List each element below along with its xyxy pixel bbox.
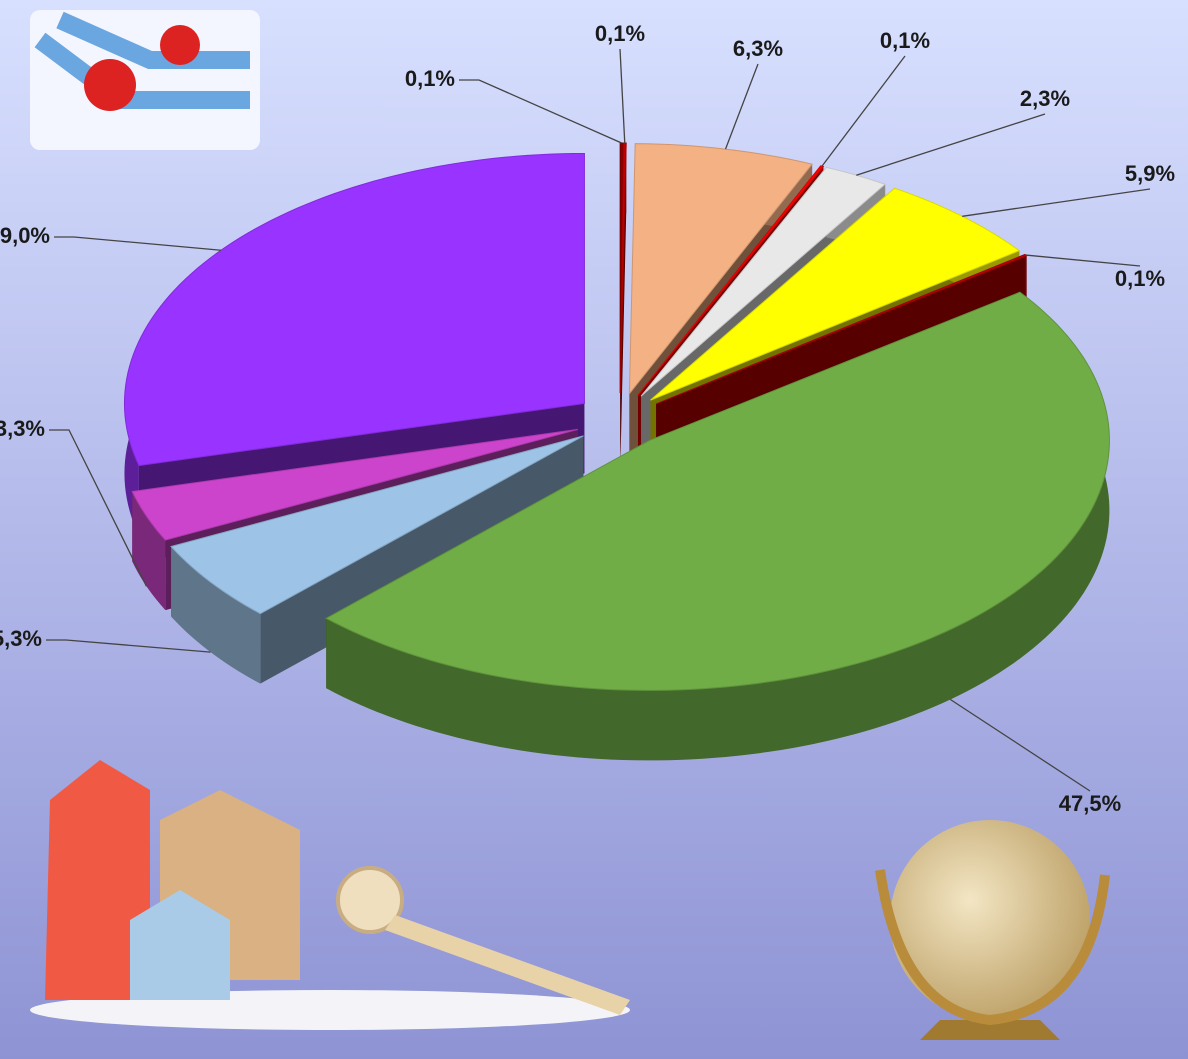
leader-line: [619, 48, 626, 144]
pie-slice: [628, 143, 813, 396]
leader-line: [724, 63, 759, 150]
leader-line: [49, 429, 148, 587]
globe-decoration: [875, 820, 1110, 1040]
pie-slice: [170, 435, 584, 615]
pie-slice: [131, 428, 578, 541]
labels: 0,1% 0,1% 6,3% 0,1% 2,3% 5,9% 0,1% 47,5% 5,3% 3,3…: [0, 21, 1175, 816]
leader-line: [962, 188, 1151, 217]
leader-line: [856, 113, 1046, 176]
pie-slice: [325, 291, 1110, 691]
slice-tops: [123, 142, 1110, 691]
data-label: 6,3%: [733, 36, 783, 61]
leader-line: [54, 236, 222, 251]
data-label: 2,3%: [1020, 86, 1070, 111]
leader-line: [1025, 254, 1141, 267]
leader-line: [950, 698, 1091, 792]
data-label: 0,1%: [1115, 266, 1165, 291]
slice-side: [171, 546, 261, 684]
data-label: 3,3%: [0, 416, 45, 441]
data-label: 47,5%: [1059, 791, 1121, 816]
pie-slice: [650, 187, 1021, 401]
data-label: 5,9%: [1125, 161, 1175, 186]
data-label: 0,1%: [595, 21, 645, 46]
pie-slice: [123, 152, 585, 467]
leader-line: [459, 79, 622, 144]
pipe-decoration: [30, 10, 260, 150]
data-label: 5,3%: [0, 626, 42, 651]
leader-line: [46, 639, 211, 653]
data-label: 29,0%: [0, 223, 50, 248]
leader-line: [821, 55, 906, 167]
house-decoration: [30, 760, 630, 1030]
data-label: 0,1%: [405, 66, 455, 91]
slice-side: [132, 491, 166, 611]
data-label: 0,1%: [880, 28, 930, 53]
